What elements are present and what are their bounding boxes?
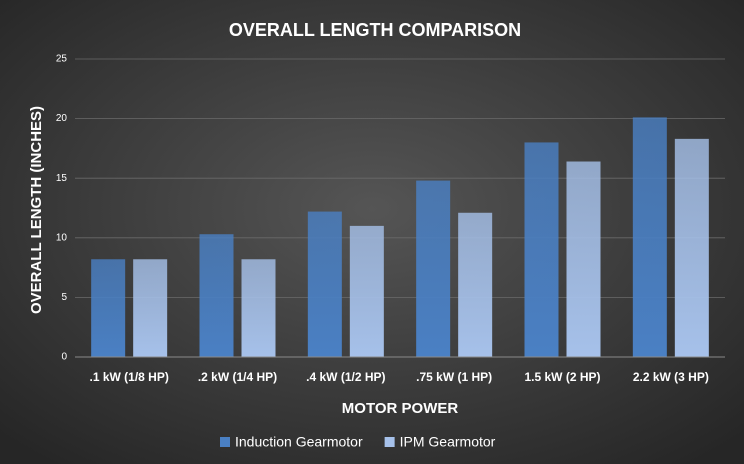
y-tick-label: 10 [56, 232, 68, 243]
legend-label: IPM Gearmotor [400, 434, 496, 450]
y-axis-label: OVERALL LENGTH (INCHES) [28, 106, 45, 314]
bar [416, 180, 451, 357]
bar [458, 212, 493, 357]
legend-label: Induction Gearmotor [235, 434, 363, 450]
legend-swatch [220, 437, 230, 447]
chart-title: OVERALL LENGTH COMPARISON [229, 20, 521, 40]
bar [632, 117, 667, 358]
x-tick-label: 2.2 kW (3 HP) [633, 370, 709, 384]
y-tick-label: 25 [56, 54, 68, 65]
bar [241, 259, 276, 357]
x-tick-label: .4 kW (1/2 HP) [306, 370, 385, 384]
bar [91, 259, 126, 357]
x-tick-label: .75 kW (1 HP) [416, 370, 492, 384]
y-tick-label: 0 [61, 352, 67, 363]
x-tick-label: 1.5 kW (2 HP) [524, 370, 600, 384]
legend-swatch [384, 437, 395, 447]
bar [524, 142, 559, 357]
x-tick-label: .2 kW (1/4 HP) [198, 370, 277, 384]
bar [674, 138, 709, 357]
bar [307, 211, 342, 357]
bar [349, 225, 384, 357]
y-tick-label: 5 [61, 292, 67, 303]
x-tick-label: .1 kW (1/8 HP) [89, 370, 168, 384]
y-tick-label: 15 [56, 173, 68, 184]
y-tick-label: 20 [56, 113, 68, 124]
x-axis-label: MOTOR POWER [342, 400, 459, 417]
bar [566, 161, 601, 357]
bar [199, 234, 234, 357]
bar [133, 259, 168, 357]
